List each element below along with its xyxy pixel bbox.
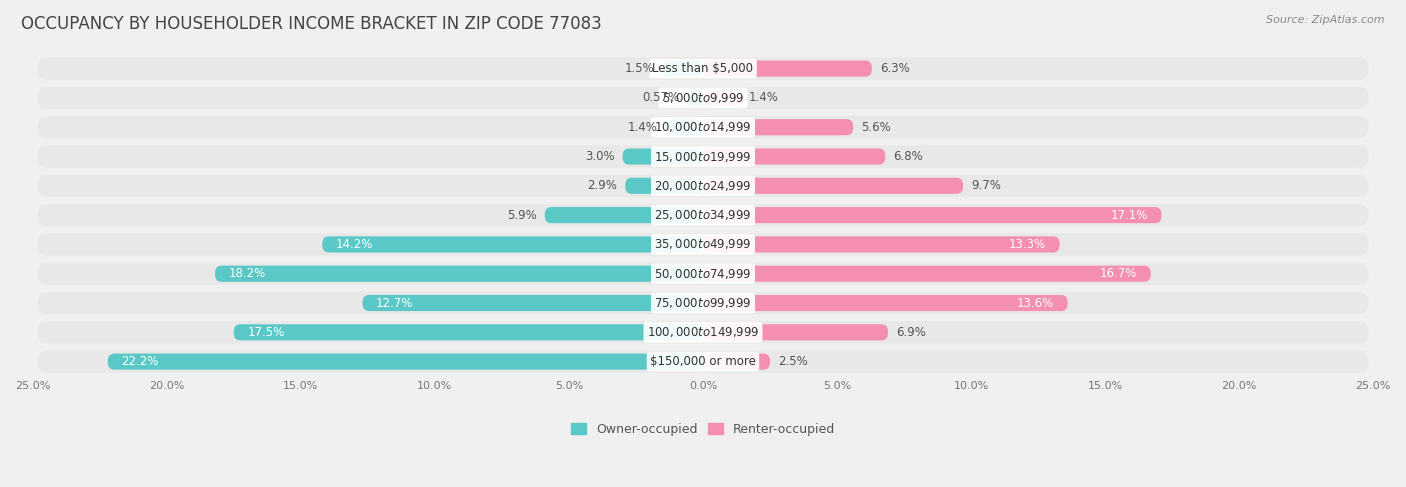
FancyBboxPatch shape	[626, 178, 703, 194]
Legend: Owner-occupied, Renter-occupied: Owner-occupied, Renter-occupied	[567, 418, 839, 441]
FancyBboxPatch shape	[703, 90, 741, 106]
FancyBboxPatch shape	[703, 266, 1150, 282]
FancyBboxPatch shape	[38, 292, 1368, 314]
Text: 6.9%: 6.9%	[896, 326, 927, 339]
Text: $150,000 or more: $150,000 or more	[650, 355, 756, 368]
FancyBboxPatch shape	[703, 178, 963, 194]
FancyBboxPatch shape	[38, 87, 1368, 109]
FancyBboxPatch shape	[703, 295, 1067, 311]
Text: 22.2%: 22.2%	[121, 355, 159, 368]
FancyBboxPatch shape	[703, 60, 872, 76]
Text: 1.4%: 1.4%	[627, 121, 658, 134]
FancyBboxPatch shape	[38, 175, 1368, 197]
FancyBboxPatch shape	[662, 60, 703, 76]
FancyBboxPatch shape	[215, 266, 703, 282]
FancyBboxPatch shape	[703, 119, 853, 135]
Text: 5.9%: 5.9%	[508, 208, 537, 222]
FancyBboxPatch shape	[703, 236, 1060, 252]
Text: 2.5%: 2.5%	[778, 355, 808, 368]
Text: 16.7%: 16.7%	[1099, 267, 1137, 280]
Text: OCCUPANCY BY HOUSEHOLDER INCOME BRACKET IN ZIP CODE 77083: OCCUPANCY BY HOUSEHOLDER INCOME BRACKET …	[21, 15, 602, 33]
FancyBboxPatch shape	[623, 149, 703, 165]
Text: 1.4%: 1.4%	[748, 92, 779, 104]
FancyBboxPatch shape	[703, 354, 770, 370]
Text: 18.2%: 18.2%	[228, 267, 266, 280]
Text: $10,000 to $14,999: $10,000 to $14,999	[654, 120, 752, 134]
Text: 0.57%: 0.57%	[643, 92, 679, 104]
Text: 3.0%: 3.0%	[585, 150, 614, 163]
FancyBboxPatch shape	[38, 351, 1368, 373]
Text: 17.1%: 17.1%	[1111, 208, 1149, 222]
Text: 12.7%: 12.7%	[375, 297, 413, 310]
FancyBboxPatch shape	[322, 236, 703, 252]
Text: 9.7%: 9.7%	[972, 179, 1001, 192]
Text: $50,000 to $74,999: $50,000 to $74,999	[654, 267, 752, 281]
Text: $15,000 to $19,999: $15,000 to $19,999	[654, 150, 752, 164]
Text: $20,000 to $24,999: $20,000 to $24,999	[654, 179, 752, 193]
FancyBboxPatch shape	[703, 324, 889, 340]
Text: 17.5%: 17.5%	[247, 326, 284, 339]
FancyBboxPatch shape	[363, 295, 703, 311]
FancyBboxPatch shape	[38, 262, 1368, 285]
FancyBboxPatch shape	[688, 90, 703, 106]
FancyBboxPatch shape	[38, 116, 1368, 138]
Text: 6.8%: 6.8%	[893, 150, 924, 163]
FancyBboxPatch shape	[38, 233, 1368, 256]
Text: 13.6%: 13.6%	[1017, 297, 1054, 310]
Text: $75,000 to $99,999: $75,000 to $99,999	[654, 296, 752, 310]
Text: 2.9%: 2.9%	[588, 179, 617, 192]
FancyBboxPatch shape	[38, 204, 1368, 226]
FancyBboxPatch shape	[108, 354, 703, 370]
Text: 13.3%: 13.3%	[1010, 238, 1046, 251]
FancyBboxPatch shape	[38, 321, 1368, 343]
FancyBboxPatch shape	[233, 324, 703, 340]
Text: 1.5%: 1.5%	[626, 62, 655, 75]
FancyBboxPatch shape	[703, 149, 886, 165]
FancyBboxPatch shape	[544, 207, 703, 223]
Text: $5,000 to $9,999: $5,000 to $9,999	[662, 91, 744, 105]
Text: Source: ZipAtlas.com: Source: ZipAtlas.com	[1267, 15, 1385, 25]
FancyBboxPatch shape	[38, 57, 1368, 80]
Text: 14.2%: 14.2%	[336, 238, 373, 251]
FancyBboxPatch shape	[703, 207, 1161, 223]
FancyBboxPatch shape	[38, 146, 1368, 168]
Text: 5.6%: 5.6%	[862, 121, 891, 134]
Text: 6.3%: 6.3%	[880, 62, 910, 75]
Text: Less than $5,000: Less than $5,000	[652, 62, 754, 75]
Text: $25,000 to $34,999: $25,000 to $34,999	[654, 208, 752, 222]
Text: $100,000 to $149,999: $100,000 to $149,999	[647, 325, 759, 339]
Text: $35,000 to $49,999: $35,000 to $49,999	[654, 238, 752, 251]
FancyBboxPatch shape	[665, 119, 703, 135]
